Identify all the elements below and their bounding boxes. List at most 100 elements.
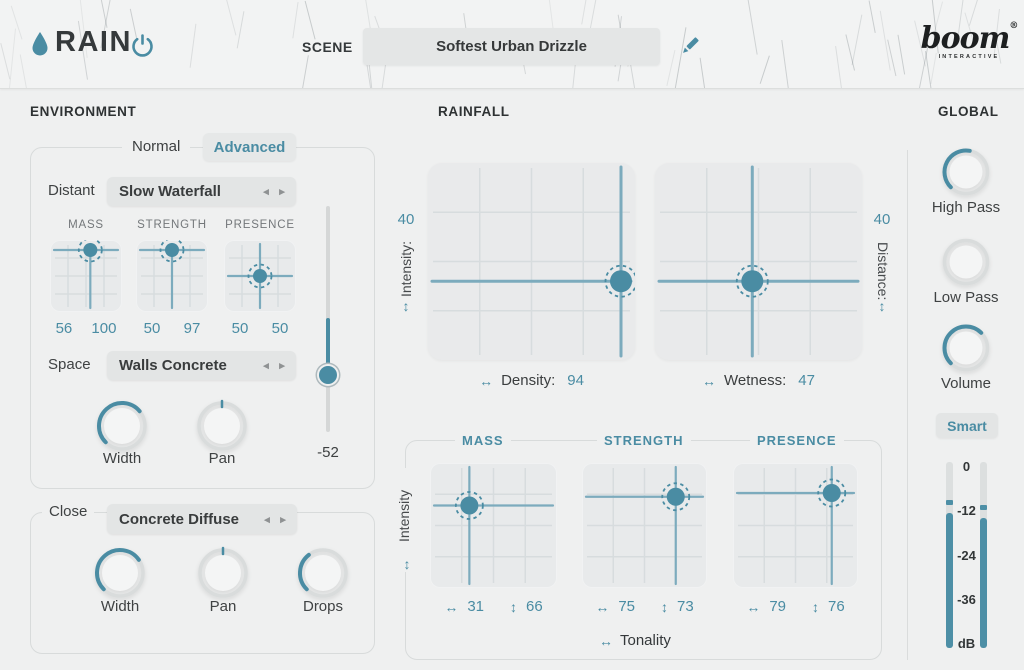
density-value: 94 bbox=[567, 372, 584, 389]
env-send-slider-fill bbox=[326, 318, 330, 376]
detail-strength-label: STRENGTH bbox=[597, 433, 691, 448]
distant-label: Distant bbox=[48, 182, 95, 199]
density-readout: ↔ Density: 94 bbox=[428, 372, 635, 389]
env-width-knob[interactable] bbox=[90, 394, 154, 458]
detail-presence-v-arrow-icon: ↕ bbox=[812, 598, 819, 615]
env-mass-label: MASS bbox=[68, 219, 104, 231]
high-pass-knob-label: High Pass bbox=[931, 199, 1001, 216]
detail-strength-x-value: 75 bbox=[618, 598, 635, 615]
boom-logo: boom® INTERACTIVE bbox=[921, 22, 1019, 61]
env-presence-label: PRESENCE bbox=[225, 219, 295, 231]
detail-mass-v-arrow-icon: ↕ bbox=[510, 598, 517, 615]
detail-presence-h-arrow-icon: ↔ bbox=[746, 598, 761, 615]
intensity-axis-label: Intensity: bbox=[398, 240, 414, 298]
env-strength-label: STRENGTH bbox=[137, 219, 207, 231]
meter-scale-24: -24 bbox=[957, 547, 976, 563]
space-dropdown-value: Walls Concrete bbox=[119, 357, 227, 374]
tonality-label: Tonality bbox=[620, 632, 671, 649]
distance-vertical-arrow-icon: ↕ bbox=[878, 298, 886, 314]
distant-next-icon[interactable]: ▸ bbox=[279, 186, 285, 198]
scene-name-field[interactable]: Softest Urban Drizzle bbox=[363, 28, 660, 65]
env-presence-xy-pad[interactable] bbox=[224, 240, 296, 312]
global-title: GLOBAL bbox=[938, 104, 999, 119]
low-pass-knob-label: Low Pass bbox=[933, 289, 999, 306]
rainfall-title: RAINFALL bbox=[438, 104, 510, 119]
smart-button[interactable]: Smart bbox=[936, 413, 998, 438]
global-divider bbox=[907, 150, 908, 660]
detail-mass-xy-pad[interactable] bbox=[430, 463, 557, 588]
distance-axis-label: Distance: bbox=[875, 241, 891, 301]
intensity-axis-value: 40 bbox=[397, 211, 415, 228]
detail-strength-y-value: 73 bbox=[677, 598, 694, 615]
detail-strength-values: ↔ 75 ↕ 73 bbox=[582, 598, 707, 615]
env-presence-x-value: 50 bbox=[231, 320, 249, 337]
close-pan-knob[interactable] bbox=[191, 541, 255, 605]
rainfall-distance-wetness-xy-pad[interactable] bbox=[655, 163, 862, 360]
env-mass-x-value: 56 bbox=[55, 320, 73, 337]
meter-peak-right bbox=[980, 505, 987, 510]
meter-scale-12: -12 bbox=[957, 503, 976, 519]
meter-scale-36: -36 bbox=[957, 591, 976, 607]
detail-intensity-axis-label: Intensity bbox=[396, 468, 414, 564]
space-dropdown[interactable]: Walls Concrete ◂ ▸ bbox=[107, 351, 296, 380]
detail-presence-label: PRESENCE bbox=[750, 433, 844, 448]
close-dropdown[interactable]: Concrete Diffuse ◂ ▸ bbox=[107, 504, 297, 534]
boom-logo-subtitle: INTERACTIVE bbox=[938, 54, 1000, 60]
env-mass-xy-pad[interactable] bbox=[50, 240, 122, 312]
scene-label: SCENE bbox=[302, 39, 353, 55]
volume-knob[interactable] bbox=[936, 318, 996, 378]
detail-mass-h-arrow-icon: ↔ bbox=[444, 598, 459, 615]
power-button[interactable] bbox=[130, 33, 155, 58]
detail-presence-xy-pad[interactable] bbox=[733, 463, 858, 588]
wetness-readout: ↔ Wetness: 47 bbox=[655, 372, 862, 389]
meter-scale: 0 -12 -24 -36 dB bbox=[953, 459, 980, 651]
close-label: Close bbox=[42, 503, 95, 520]
detail-presence-values: ↔ 79 ↕ 76 bbox=[733, 598, 858, 615]
detail-mass-x-value: 31 bbox=[467, 598, 484, 615]
close-width-knob[interactable] bbox=[88, 541, 152, 605]
space-prev-icon[interactable]: ◂ bbox=[263, 360, 269, 372]
env-send-slider-thumb[interactable] bbox=[319, 366, 337, 384]
meter-fill-right bbox=[980, 518, 987, 648]
env-mass-values: 56 100 bbox=[46, 320, 126, 337]
tab-advanced[interactable]: Advanced bbox=[203, 133, 296, 161]
app-title: RAIN bbox=[55, 26, 132, 58]
rainfall-intensity-density-xy-pad[interactable] bbox=[428, 163, 635, 360]
env-strength-xy-pad[interactable] bbox=[136, 240, 208, 312]
detail-mass-label: MASS bbox=[455, 433, 511, 448]
wetness-value: 47 bbox=[798, 372, 815, 389]
wetness-horizontal-arrow-icon: ↔ bbox=[702, 372, 717, 389]
distant-dropdown[interactable]: Slow Waterfall ◂ ▸ bbox=[107, 177, 296, 206]
close-next-icon[interactable]: ▸ bbox=[280, 513, 286, 526]
detail-strength-xy-pad[interactable] bbox=[582, 463, 707, 588]
meter-scale-db: dB bbox=[957, 636, 976, 651]
env-strength-values: 50 97 bbox=[132, 320, 212, 337]
close-drops-knob[interactable] bbox=[291, 541, 355, 605]
density-label: Density: bbox=[501, 372, 556, 389]
edit-pencil-icon[interactable] bbox=[678, 33, 703, 58]
detail-strength-v-arrow-icon: ↕ bbox=[661, 598, 668, 615]
distant-prev-icon[interactable]: ◂ bbox=[263, 186, 269, 198]
tab-normal[interactable]: Normal bbox=[122, 138, 191, 155]
density-horizontal-arrow-icon: ↔ bbox=[479, 372, 494, 389]
water-drop-icon bbox=[32, 32, 48, 56]
high-pass-knob[interactable] bbox=[936, 142, 996, 202]
intensity-vertical-arrow-icon: ↕ bbox=[402, 298, 410, 314]
env-mass-y-value: 100 bbox=[91, 320, 117, 337]
low-pass-knob[interactable] bbox=[936, 232, 996, 292]
wetness-label: Wetness: bbox=[724, 372, 787, 389]
close-pan-knob-label: Pan bbox=[209, 598, 237, 615]
detail-strength-h-arrow-icon: ↔ bbox=[595, 598, 610, 615]
tonality-h-arrow-icon: ↔ bbox=[599, 632, 613, 649]
env-width-knob-label: Width bbox=[102, 450, 142, 467]
volume-knob-label: Volume bbox=[940, 375, 992, 392]
meter-bar-right bbox=[980, 462, 987, 648]
space-next-icon[interactable]: ▸ bbox=[279, 360, 285, 372]
env-pan-knob[interactable] bbox=[190, 394, 254, 458]
env-pan-knob-label: Pan bbox=[208, 450, 236, 467]
close-prev-icon[interactable]: ◂ bbox=[264, 513, 270, 526]
meter-bar-left bbox=[946, 462, 953, 648]
detail-mass-y-value: 66 bbox=[526, 598, 543, 615]
close-dropdown-value: Concrete Diffuse bbox=[119, 510, 240, 528]
header-bar: RAIN SCENE Softest Urban Drizzle boom® I… bbox=[0, 0, 1024, 89]
